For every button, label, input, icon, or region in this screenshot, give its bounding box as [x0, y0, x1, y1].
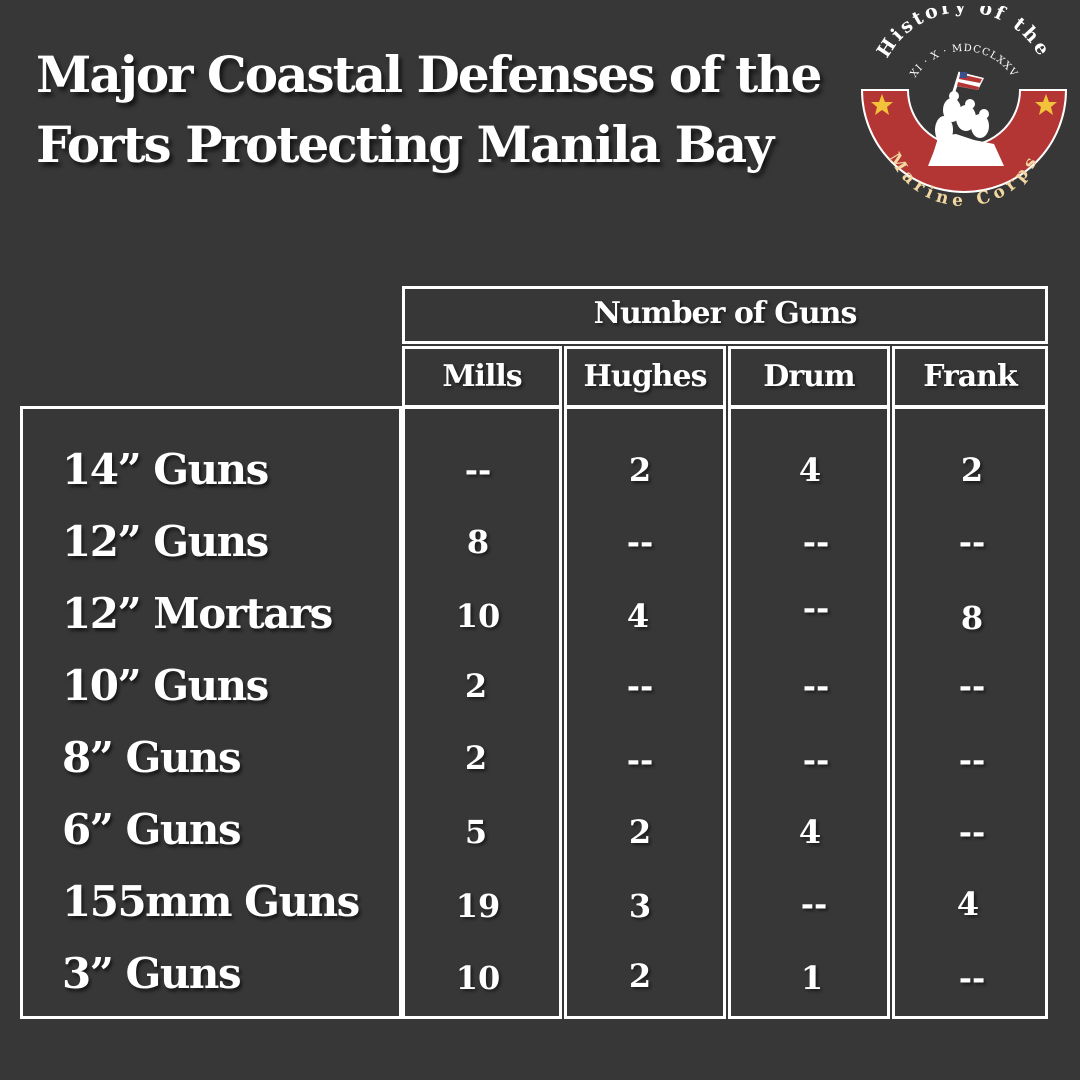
cell-155mm-guns-mills: 19	[455, 887, 501, 925]
column-body-mills	[402, 406, 562, 1019]
cell-12in-mortars-frank: 8	[960, 599, 984, 637]
row-label-10in-guns: 10” Guns	[62, 661, 269, 710]
column-body-hughes	[564, 406, 726, 1019]
row-label-12in-guns: 12” Guns	[62, 517, 269, 566]
row-label-155mm-guns: 155mm Guns	[62, 877, 360, 926]
cell-14in-guns-frank: 2	[960, 451, 984, 489]
cell-6in-guns-drum: 4	[798, 813, 822, 851]
row-label-3in-guns: 3” Guns	[62, 949, 242, 998]
title-line-2: Forts Protecting Manila Bay	[36, 115, 774, 174]
row-label-8in-guns: 8” Guns	[62, 733, 242, 782]
cell-14in-guns-drum: 4	[798, 451, 822, 489]
column-header-drum: Drum	[763, 359, 855, 394]
group-header: Number of Guns	[593, 296, 858, 331]
column-header-frank: Frank	[923, 359, 1018, 394]
cell-8in-guns-frank: --	[958, 741, 986, 779]
column-header-mills: Mills	[442, 359, 522, 394]
cell-3in-guns-frank: --	[958, 959, 986, 997]
cell-155mm-guns-hughes: 3	[628, 887, 652, 925]
row-labels-box	[20, 406, 402, 1019]
title-line-1: Major Coastal Defenses of the	[36, 45, 822, 104]
row-label-12in-mortars: 12” Mortars	[62, 589, 333, 638]
column-body-drum	[728, 406, 890, 1019]
cell-14in-guns-mills: --	[464, 451, 492, 489]
cell-155mm-guns-drum: --	[800, 885, 828, 923]
column-body-frank	[892, 406, 1048, 1019]
cell-12in-mortars-mills: 10	[455, 597, 501, 635]
column-header-hughes: Hughes	[583, 359, 708, 394]
star-right-icon	[1035, 94, 1057, 115]
cell-3in-guns-mills: 10	[455, 959, 501, 997]
cell-10in-guns-mills: 2	[464, 667, 488, 705]
star-left-icon	[871, 94, 893, 115]
cell-8in-guns-mills: 2	[464, 739, 488, 777]
cell-3in-guns-drum: 1	[800, 959, 824, 997]
cell-12in-guns-frank: --	[958, 523, 986, 561]
cell-3in-guns-hughes: 2	[628, 957, 652, 995]
cell-10in-guns-hughes: --	[626, 667, 654, 705]
row-label-14in-guns: 14” Guns	[62, 445, 269, 494]
cell-12in-mortars-hughes: 4	[626, 597, 650, 635]
cell-6in-guns-hughes: 2	[628, 813, 652, 851]
cell-10in-guns-drum: --	[802, 667, 830, 705]
cell-155mm-guns-frank: 4	[956, 885, 980, 923]
cell-6in-guns-frank: --	[958, 813, 986, 851]
cell-12in-guns-mills: 8	[466, 523, 490, 561]
cell-10in-guns-frank: --	[958, 667, 986, 705]
page-title: Major Coastal Defenses of the Forts Prot…	[36, 40, 836, 180]
flag-raising-icon	[928, 71, 1004, 166]
cell-12in-mortars-drum: --	[802, 589, 830, 627]
marine-corps-history-logo: History of the XI · X · MDCCLXXV Marine …	[860, 6, 1068, 211]
cell-8in-guns-hughes: --	[626, 741, 654, 779]
row-label-6in-guns: 6” Guns	[62, 805, 242, 854]
cell-14in-guns-hughes: 2	[628, 451, 652, 489]
cell-8in-guns-drum: --	[802, 741, 830, 779]
cell-12in-guns-drum: --	[802, 523, 830, 561]
group-header-box	[402, 286, 1048, 344]
cell-6in-guns-mills: 5	[464, 813, 488, 851]
cell-12in-guns-hughes: --	[626, 523, 654, 561]
